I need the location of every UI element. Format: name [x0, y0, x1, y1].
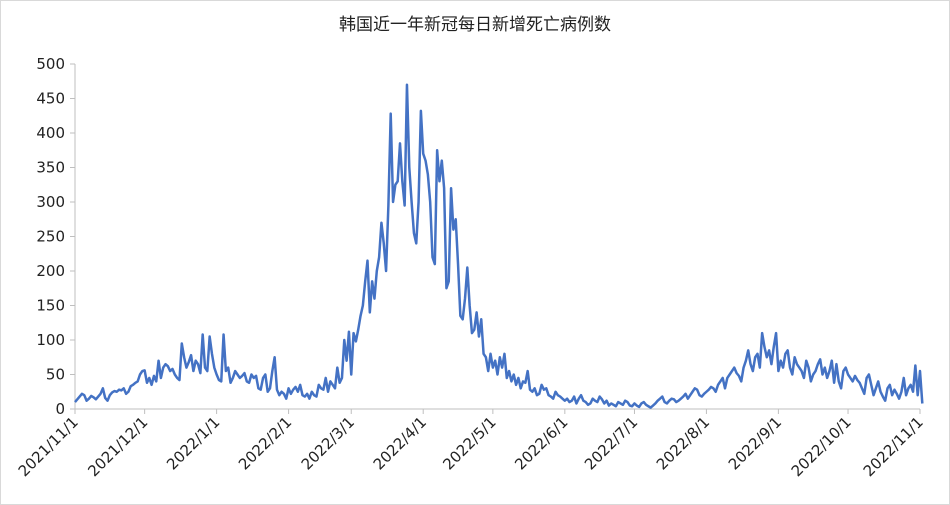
- y-tick-label: 50: [46, 366, 65, 384]
- data-line: [74, 83, 924, 409]
- y-tick-label: 150: [36, 297, 65, 315]
- chart-title: 韩国近一年新冠每日新增死亡病例数: [339, 15, 611, 35]
- y-tick-label: 0: [55, 400, 65, 418]
- y-tick-label: 350: [36, 159, 65, 177]
- y-tick-label: 100: [36, 331, 65, 349]
- y-tick-label: 200: [36, 262, 65, 280]
- y-tick-label: 300: [36, 193, 65, 211]
- y-tick-label: 250: [36, 228, 65, 246]
- y-tick-label: 450: [36, 90, 65, 108]
- y-tick-label: 400: [36, 124, 65, 142]
- y-tick-label: 500: [36, 55, 65, 73]
